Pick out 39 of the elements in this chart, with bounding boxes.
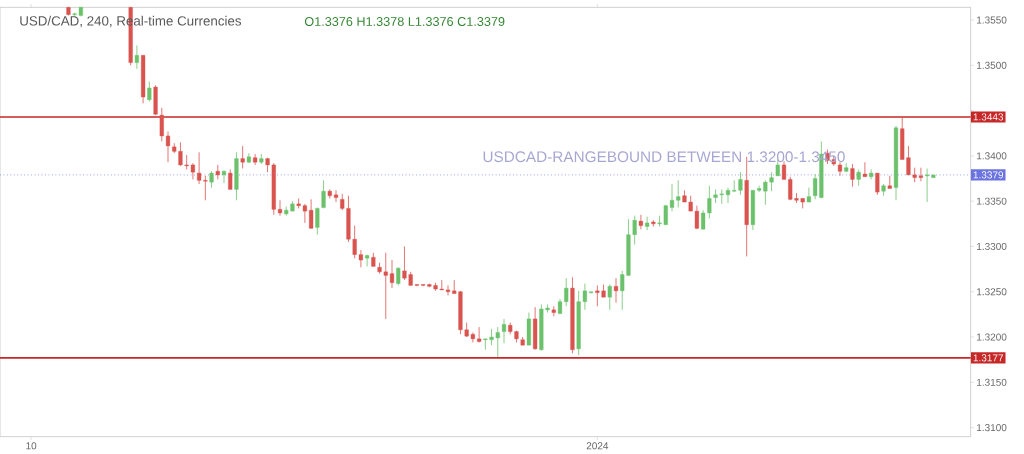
candlestick — [309, 198, 314, 229]
candlestick — [396, 266, 401, 286]
ref-line-label: 1.3443 — [973, 113, 1004, 121]
candlestick — [607, 284, 612, 311]
x-tick-label: 10 — [26, 442, 37, 450]
candlestick — [315, 207, 320, 236]
y-tick-label: 1.3250 — [977, 288, 1007, 296]
ref-line-label: 1.3177 — [973, 354, 1004, 362]
candlestick — [147, 81, 152, 102]
candlestick — [221, 169, 227, 184]
candlestick — [887, 175, 892, 189]
y-tick-label: 1.3150 — [977, 378, 1007, 386]
candlestick — [365, 254, 370, 267]
candlestick — [638, 214, 643, 230]
y-tick-label: 1.3550 — [977, 16, 1007, 24]
candlestick — [321, 179, 326, 209]
candlestick — [645, 216, 650, 231]
candlestick — [806, 187, 811, 203]
y-tick-label: 1.3400 — [977, 152, 1007, 160]
candlestick — [875, 172, 880, 196]
candlestick — [613, 277, 619, 304]
y-tick-label: 1.3500 — [977, 61, 1007, 69]
candlestick — [501, 318, 507, 344]
y-tick-label: 1.3200 — [977, 333, 1007, 341]
candlestick — [862, 161, 867, 178]
y-tick-label: 1.3350 — [977, 197, 1007, 205]
candlestick — [477, 326, 482, 343]
candlestick — [228, 169, 233, 190]
y-tick-label: 1.3300 — [977, 242, 1007, 250]
annotation: O1.3376 H1.3378 L1.3376 C1.3379 — [304, 17, 505, 26]
candlestick — [869, 169, 874, 180]
candlestick — [589, 291, 594, 294]
candlestick — [850, 163, 855, 188]
candlestick — [134, 44, 139, 70]
y-tick-label: 1.3100 — [977, 424, 1007, 432]
x-tick-label: 2024 — [586, 442, 609, 450]
candlestick — [253, 153, 258, 166]
ref-line-label: 1.3379 — [973, 171, 1004, 179]
candlestick — [240, 145, 245, 169]
